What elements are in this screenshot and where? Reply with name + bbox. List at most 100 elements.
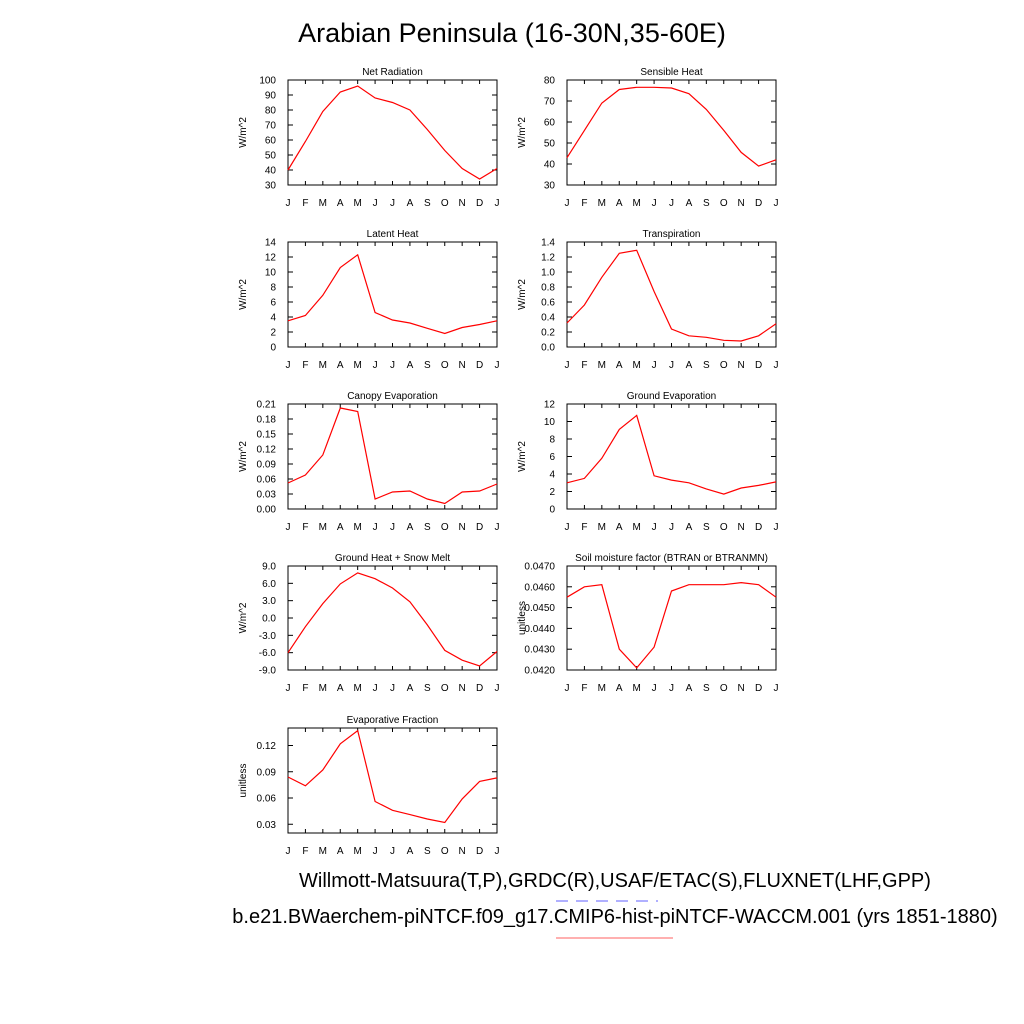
x-tick-label: A bbox=[337, 846, 344, 857]
x-tick-label: N bbox=[738, 683, 745, 694]
y-tick-label: 40 bbox=[544, 160, 556, 171]
y-tick-label: 6 bbox=[270, 298, 276, 309]
plot-frame bbox=[287, 727, 498, 834]
y-tick-label: 30 bbox=[544, 181, 556, 192]
y-tick-label: 0.03 bbox=[257, 820, 277, 831]
x-tick-label: J bbox=[286, 360, 291, 371]
series-line bbox=[566, 86, 777, 167]
chart-ground-heat-snow-melt: J F M A M J J A S O N D J-9.0-6.0-3.00.03.06.09.0Gro… bbox=[238, 553, 500, 694]
x-tick-label: A bbox=[407, 683, 414, 694]
y-tick-label: 9.0 bbox=[262, 562, 276, 573]
y-tick-label: 80 bbox=[544, 76, 556, 87]
x-tick-label: J bbox=[774, 522, 779, 533]
x-tick-label: F bbox=[302, 683, 308, 694]
y-tick-label: 60 bbox=[544, 118, 556, 129]
x-tick-label: J bbox=[495, 522, 500, 533]
series-line bbox=[287, 85, 498, 180]
x-tick-label: M bbox=[353, 846, 361, 857]
x-tick-label: S bbox=[703, 522, 710, 533]
x-tick-label: M bbox=[319, 522, 327, 533]
x-tick-label: M bbox=[319, 683, 327, 694]
x-tick-label: J bbox=[669, 522, 674, 533]
y-tick-label: -9.0 bbox=[259, 666, 277, 677]
x-tick-label: O bbox=[441, 522, 449, 533]
panel-title: Latent Heat bbox=[367, 229, 419, 240]
y-tick-label: 3.0 bbox=[262, 596, 276, 607]
y-tick-label: 2 bbox=[270, 328, 276, 339]
y-tick-label: 70 bbox=[265, 121, 277, 132]
x-tick-label: J bbox=[495, 360, 500, 371]
plot-frame bbox=[566, 403, 777, 510]
x-tick-label: N bbox=[738, 522, 745, 533]
x-tick-label: N bbox=[459, 683, 466, 694]
x-tick-label: J bbox=[652, 360, 657, 371]
y-tick-label: 0.0420 bbox=[524, 666, 555, 677]
y-axis-label: unitless bbox=[517, 601, 528, 635]
x-tick-label: F bbox=[581, 683, 587, 694]
x-tick-label: D bbox=[476, 522, 483, 533]
x-tick-label: J bbox=[565, 522, 570, 533]
y-tick-label: 0.03 bbox=[257, 490, 277, 501]
x-tick-label: J bbox=[373, 683, 378, 694]
y-tick-label: 90 bbox=[265, 91, 277, 102]
x-tick-label: J bbox=[652, 522, 657, 533]
y-tick-label: 60 bbox=[265, 136, 277, 147]
x-tick-label: F bbox=[581, 522, 587, 533]
y-axis-label: W/m^2 bbox=[517, 441, 528, 472]
x-tick-label: J bbox=[390, 360, 395, 371]
x-tick-label: N bbox=[459, 522, 466, 533]
x-tick-label: J bbox=[495, 683, 500, 694]
x-tick-label: J bbox=[652, 683, 657, 694]
y-tick-label: 0.2 bbox=[541, 328, 555, 339]
plot-frame bbox=[287, 403, 498, 510]
x-tick-label: N bbox=[459, 198, 466, 209]
y-axis-label: W/m^2 bbox=[238, 441, 249, 472]
y-tick-label: 4 bbox=[270, 313, 276, 324]
y-tick-label: 0.06 bbox=[257, 475, 277, 486]
y-axis-label: W/m^2 bbox=[238, 117, 249, 148]
case-name: b.e21.BWaerchem-piNTCF.f09_g17.CMIP6-his… bbox=[232, 906, 998, 928]
y-tick-label: 6 bbox=[549, 452, 555, 463]
panel-title: Ground Evaporation bbox=[627, 391, 717, 402]
x-tick-label: N bbox=[738, 360, 745, 371]
panel-title: Soil moisture factor (BTRAN or BTRANMN) bbox=[575, 553, 768, 564]
y-tick-label: 0.0 bbox=[541, 343, 555, 354]
series-line bbox=[287, 253, 498, 335]
y-tick-label: 0.21 bbox=[257, 400, 277, 411]
y-tick-label: 4 bbox=[549, 470, 555, 481]
x-tick-label: A bbox=[686, 360, 693, 371]
x-tick-label: F bbox=[581, 360, 587, 371]
plot-frame bbox=[566, 565, 777, 671]
y-tick-label: 0.6 bbox=[541, 298, 555, 309]
x-tick-label: J bbox=[286, 683, 291, 694]
x-tick-label: J bbox=[495, 198, 500, 209]
y-tick-label: 80 bbox=[265, 106, 277, 117]
x-tick-label: S bbox=[703, 683, 710, 694]
x-tick-label: A bbox=[616, 198, 623, 209]
y-tick-label: 2 bbox=[549, 487, 555, 498]
y-tick-label: 10 bbox=[265, 268, 277, 279]
chart-canopy-evaporation: J F M A M J J A S O N D J0.000.030.060.090.120.150.1… bbox=[238, 391, 500, 533]
x-tick-label: O bbox=[441, 198, 449, 209]
x-tick-label: D bbox=[755, 683, 762, 694]
x-tick-label: J bbox=[373, 522, 378, 533]
x-tick-label: A bbox=[686, 198, 693, 209]
x-tick-label: D bbox=[476, 683, 483, 694]
y-tick-label: 50 bbox=[265, 151, 277, 162]
plot-frame bbox=[566, 241, 777, 348]
x-tick-label: A bbox=[616, 360, 623, 371]
x-tick-label: M bbox=[598, 198, 606, 209]
x-tick-label: J bbox=[373, 360, 378, 371]
y-tick-label: 12 bbox=[544, 400, 556, 411]
x-tick-label: A bbox=[407, 198, 414, 209]
x-tick-label: A bbox=[337, 360, 344, 371]
x-tick-label: A bbox=[686, 522, 693, 533]
y-tick-label: 0.06 bbox=[257, 794, 277, 805]
y-tick-label: 0.18 bbox=[257, 415, 277, 426]
y-tick-label: 0.0460 bbox=[524, 582, 555, 593]
x-tick-label: J bbox=[669, 198, 674, 209]
plot-frame bbox=[566, 79, 777, 186]
series-line bbox=[566, 414, 777, 495]
